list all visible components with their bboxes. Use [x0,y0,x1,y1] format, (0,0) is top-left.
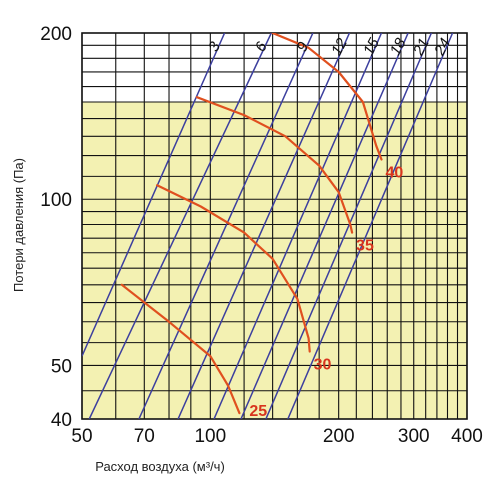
series-label-24: 24 [431,36,454,60]
curve-label-40: 40 [385,165,403,182]
curve-40 [271,33,383,161]
curve-label-30: 30 [314,357,332,374]
y-tick-label: 100 [40,190,72,211]
series-line-12 [177,33,351,419]
y-tick-label: 200 [40,24,72,45]
curve-30 [156,184,311,353]
series-label-21: 21 [410,36,433,60]
x-tick-label: 300 [398,426,430,447]
series-line-3 [82,33,226,357]
x-axis-label: Расход воздуха (м³/ч) [95,459,225,474]
series-line-9 [138,33,314,419]
x-tick-label: 70 [134,426,155,447]
series-label-12: 12 [328,35,351,58]
series-label-15: 15 [360,35,383,58]
x-tick-label: 100 [194,426,226,447]
series-line-6 [88,33,272,419]
x-tick-label: 50 [71,426,92,447]
curve-25 [120,283,241,415]
curve-35 [195,96,354,234]
series-label-18: 18 [387,35,410,58]
curve-label-25: 25 [249,403,267,420]
curve-label-35: 35 [356,238,374,255]
y-axis-label: Потери давления (Па) [11,158,26,292]
series-line-18 [240,33,409,419]
y-tick-label: 40 [51,410,72,431]
y-tick-label: 50 [51,356,72,377]
series-line-24 [287,33,454,419]
x-tick-label: 400 [451,426,483,447]
x-tick-label: 200 [323,426,355,447]
series-line-15 [213,33,383,419]
series-line-21 [265,33,433,419]
